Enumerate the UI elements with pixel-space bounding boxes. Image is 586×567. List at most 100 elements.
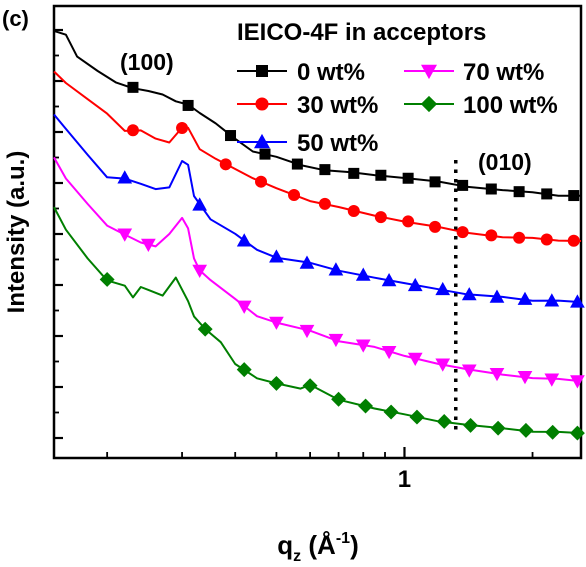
legend-label: 100 wt% (463, 92, 558, 119)
series-point (541, 188, 553, 200)
series-point (545, 424, 561, 440)
series-point (347, 204, 360, 217)
legend-label: 30 wt% (297, 92, 378, 119)
series-point (409, 409, 425, 425)
series-3 (53, 156, 585, 389)
series-point (318, 197, 331, 210)
series-point (126, 124, 139, 137)
series-point (331, 391, 347, 407)
legend: IEICO-4F in acceptors 0 wt% 30 wt% 50 wt% 7… (237, 19, 558, 157)
series-point (490, 420, 506, 436)
series-point (269, 249, 284, 263)
plot-frame (52, 4, 583, 460)
series-point (299, 255, 315, 269)
legend-marker (420, 95, 438, 113)
series-point (192, 197, 208, 211)
series-point (197, 321, 213, 337)
series-point (570, 375, 585, 389)
series-point (236, 233, 252, 247)
annotation-100-label: (100) (120, 49, 174, 75)
x-axis-label-unit: (Å (301, 530, 336, 560)
legend-item: 70 wt% (404, 59, 544, 86)
series-1 (53, 70, 582, 247)
series-point (429, 176, 441, 188)
series-point (513, 231, 526, 244)
series-point (259, 148, 271, 160)
series-point (219, 158, 232, 171)
series-point (435, 281, 451, 296)
x-axis-label-close: ) (350, 530, 359, 560)
legend-item: 100 wt% (404, 92, 558, 119)
series-point (99, 272, 115, 287)
series-point (402, 215, 415, 228)
legend-item: 30 wt% (237, 92, 378, 119)
x-ticks: 1 (106, 447, 534, 493)
series-point (567, 234, 580, 247)
series-point (328, 262, 344, 276)
series-point (255, 175, 268, 188)
series-point (299, 324, 315, 339)
series-point (463, 417, 479, 433)
series-point (288, 188, 301, 201)
x-axis-label: qz (Å-1) (277, 530, 358, 565)
series-point (513, 186, 525, 198)
series-point (225, 130, 237, 142)
series-point (429, 220, 442, 233)
series-line (53, 206, 582, 435)
legend-marker (254, 133, 270, 149)
y-axis-label: Intensity (a.u.) (3, 151, 30, 314)
series-point (485, 229, 498, 242)
series-point (127, 81, 139, 93)
series-point (328, 333, 344, 348)
series-point (540, 233, 553, 246)
series-point (402, 172, 414, 184)
series-point (570, 294, 585, 308)
series-point (518, 422, 534, 438)
series-point (456, 226, 469, 239)
series-point (348, 167, 360, 179)
series-point (569, 425, 585, 441)
legend-label: 50 wt% (297, 130, 378, 157)
series-point (383, 404, 399, 420)
series-point (489, 367, 505, 382)
series-point (192, 264, 208, 278)
series-point (435, 358, 451, 372)
series-point (407, 352, 423, 366)
series-point (517, 291, 533, 305)
series-point (381, 272, 397, 287)
series-point (268, 375, 284, 391)
series-point (302, 378, 318, 394)
series-point (457, 179, 469, 191)
series-point (436, 413, 452, 429)
x-tick-label: 1 (398, 466, 411, 493)
series-point (117, 228, 133, 242)
series-point (568, 190, 580, 202)
series-point (358, 398, 374, 414)
series-point (141, 238, 156, 252)
legend-marker (255, 97, 269, 111)
series-point (375, 169, 387, 181)
x-axis-label-sub: z (293, 548, 301, 565)
series-point (319, 164, 331, 176)
series-2 (53, 113, 585, 308)
series-point (489, 289, 505, 303)
legend-marker (421, 64, 437, 80)
annotation-100: (100) (120, 49, 174, 75)
annotation-010: (010) (478, 149, 532, 175)
series-point (117, 170, 133, 184)
y-ticks (54, 28, 63, 440)
series-point (485, 183, 497, 195)
series-point (407, 277, 423, 292)
series-point (355, 339, 371, 353)
annotation-010-label: (010) (478, 149, 532, 175)
series-0 (53, 29, 581, 202)
series-point (182, 99, 194, 111)
series-4 (53, 206, 585, 441)
series-point (374, 211, 387, 224)
panel-label: (c) (2, 6, 29, 31)
legend-item: 0 wt% (237, 59, 365, 86)
series-point (461, 287, 477, 301)
series-point (461, 364, 477, 378)
legend-label: 0 wt% (297, 59, 365, 86)
